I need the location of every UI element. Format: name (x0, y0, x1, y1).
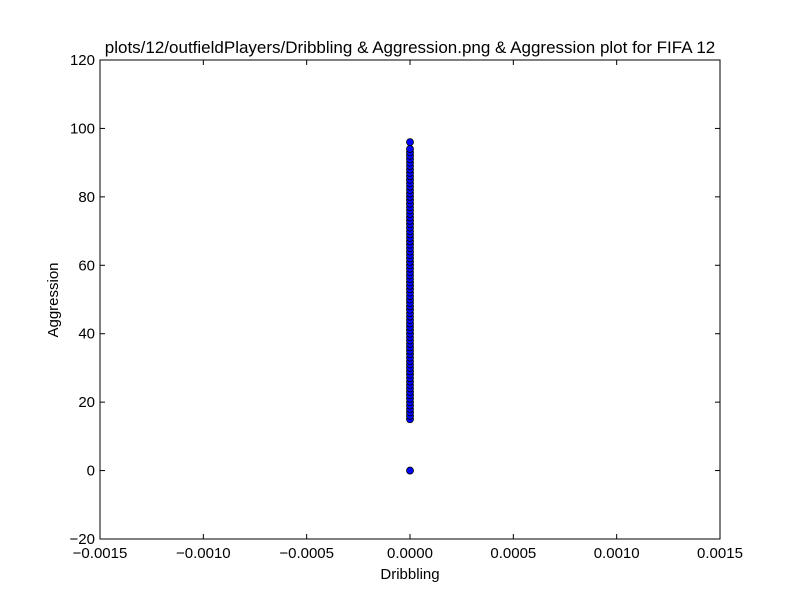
y-tick-label: 60 (78, 257, 95, 274)
x-axis-label: Dribbling (380, 566, 439, 583)
y-axis-ticks: −20 0 20 40 60 80 100 120 (70, 52, 720, 548)
y-tick-label: 120 (70, 52, 95, 69)
x-tick-label: 0.0000 (387, 545, 433, 562)
y-tick-label: 0 (87, 463, 95, 480)
y-tick-label: 40 (78, 326, 95, 343)
y-axis-label: Aggression (45, 262, 62, 337)
data-point (406, 145, 414, 153)
x-tick-label: 0.0005 (490, 545, 536, 562)
x-axis-ticks: −0.0015 −0.0010 −0.0005 0.0000 0.0005 0.0010 0… (73, 60, 743, 562)
x-tick-label: −0.0010 (176, 545, 231, 562)
data-points (406, 138, 414, 475)
chart-title: plots/12/outfieldPlayers/Dribbling & Agg… (105, 38, 715, 57)
data-point (406, 466, 414, 475)
x-tick-label: −0.0005 (279, 545, 334, 562)
x-tick-label: −0.0015 (73, 545, 128, 562)
data-point (406, 138, 414, 147)
x-tick-label: 0.0010 (594, 545, 640, 562)
y-tick-label: 80 (78, 189, 95, 206)
x-tick-label: 0.0015 (697, 545, 743, 562)
y-tick-label: 100 (70, 120, 95, 137)
y-tick-label: −20 (70, 531, 95, 548)
y-tick-label: 20 (78, 394, 95, 411)
